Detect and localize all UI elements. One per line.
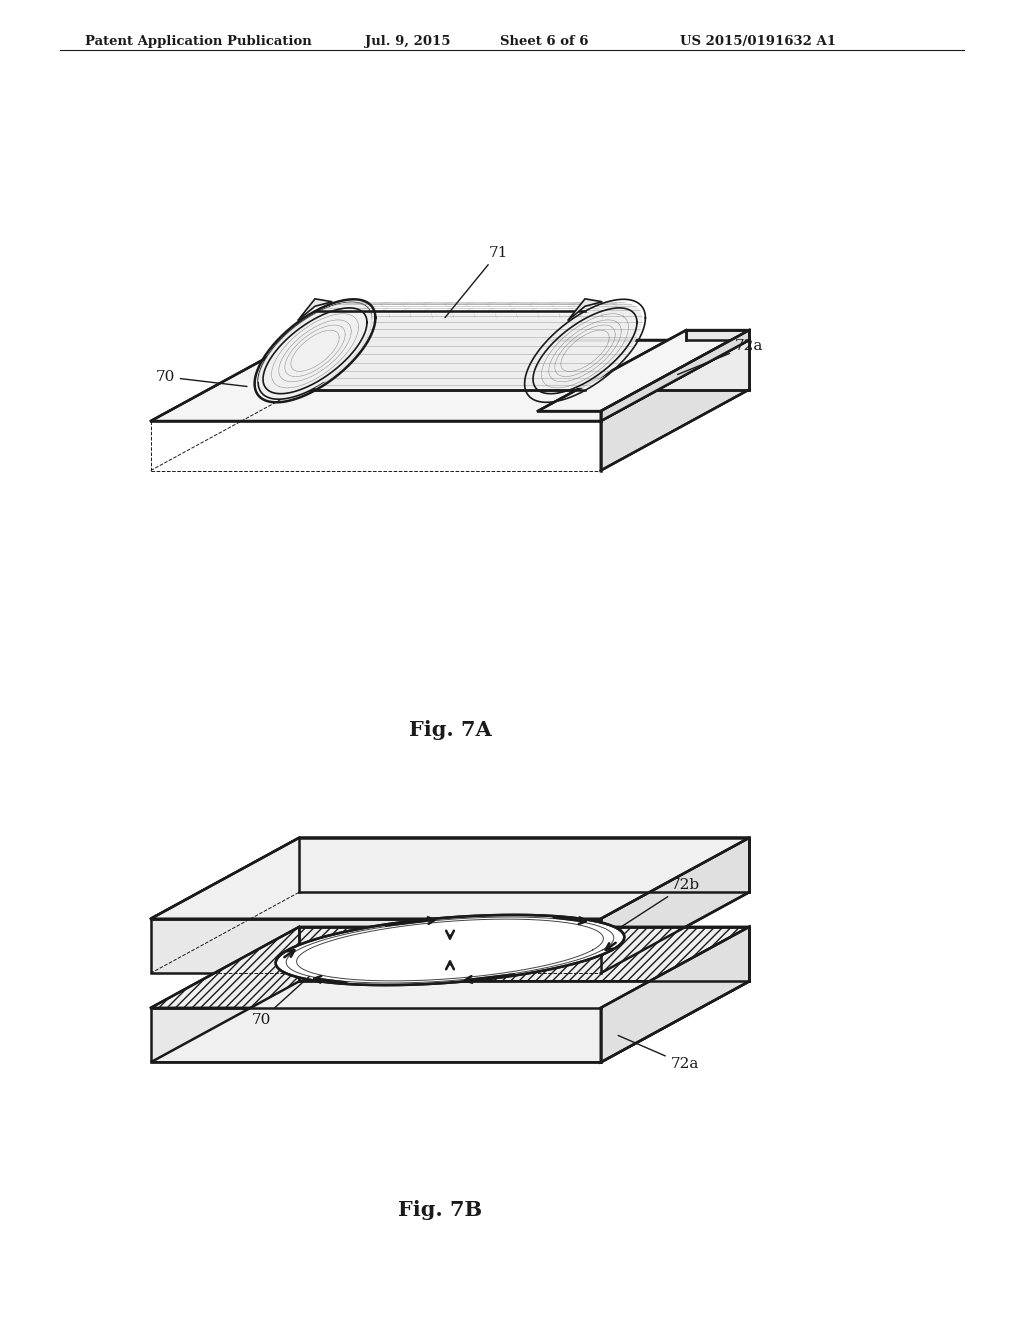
Text: Fig. 7A: Fig. 7A: [409, 719, 492, 741]
Polygon shape: [151, 838, 750, 919]
Polygon shape: [601, 341, 750, 470]
Polygon shape: [601, 927, 750, 1063]
Text: 71: 71: [445, 246, 508, 318]
Polygon shape: [151, 927, 750, 1008]
Text: US 2015/0191632 A1: US 2015/0191632 A1: [680, 36, 836, 48]
Text: 70: 70: [252, 977, 309, 1027]
Polygon shape: [151, 981, 750, 1063]
Text: Sheet 6 of 6: Sheet 6 of 6: [500, 36, 589, 48]
Polygon shape: [151, 341, 750, 421]
Polygon shape: [275, 915, 625, 985]
Text: 72b: 72b: [617, 878, 699, 929]
Polygon shape: [601, 927, 750, 1063]
Polygon shape: [151, 838, 750, 919]
Text: Jul. 9, 2015: Jul. 9, 2015: [365, 36, 451, 48]
Text: 70: 70: [156, 370, 247, 387]
Polygon shape: [299, 927, 750, 981]
Polygon shape: [298, 298, 333, 321]
Polygon shape: [151, 919, 601, 973]
Polygon shape: [299, 341, 750, 389]
Polygon shape: [538, 330, 750, 411]
Polygon shape: [151, 1008, 601, 1063]
Text: Patent Application Publication: Patent Application Publication: [85, 36, 311, 48]
Polygon shape: [686, 330, 750, 341]
Polygon shape: [567, 298, 602, 321]
Polygon shape: [258, 302, 372, 399]
Text: 72a: 72a: [678, 338, 763, 375]
Polygon shape: [601, 838, 750, 973]
Text: Fig. 7B: Fig. 7B: [398, 1200, 482, 1220]
Polygon shape: [258, 302, 642, 381]
Text: 72a: 72a: [618, 1035, 699, 1072]
Polygon shape: [601, 330, 750, 421]
Polygon shape: [299, 838, 750, 892]
Polygon shape: [315, 302, 642, 388]
